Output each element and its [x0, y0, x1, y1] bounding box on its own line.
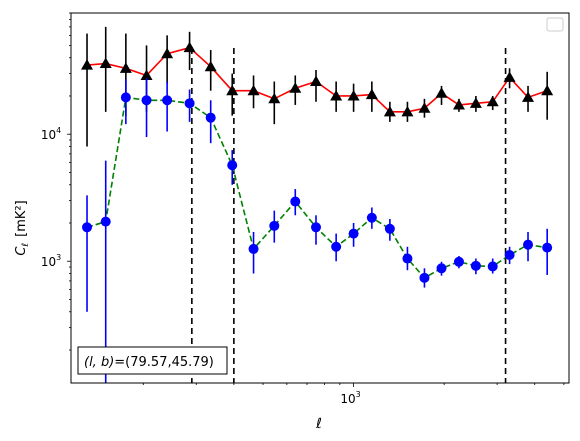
series-0-point-22: [503, 71, 516, 82]
series-0-point-7: [226, 84, 239, 96]
series-1-point-17: [419, 272, 430, 283]
series-1-point-3: [141, 95, 152, 106]
series-0-point-24: [541, 84, 554, 96]
series-0-point-4: [161, 47, 174, 59]
series-1-point-20: [470, 260, 481, 271]
series-1-point-18: [436, 263, 447, 274]
y-tick-label-0: 103: [41, 253, 61, 269]
y-tick-label-1-base: 10: [41, 128, 56, 142]
plot-area: [81, 26, 554, 383]
series-0-point-16: [401, 105, 414, 117]
series-0-point-10: [289, 82, 302, 93]
series-1-point-7: [227, 160, 238, 171]
x-axis-label: ℓ: [315, 416, 322, 432]
series-0-point-14: [365, 88, 378, 100]
y-axis-label-unit: [mK²]: [14, 200, 29, 237]
series-0-point-2: [119, 62, 132, 73]
series-1-point-4: [162, 95, 173, 106]
series-0-point-9: [268, 92, 281, 104]
series-0-point-8: [247, 84, 260, 96]
series-1-point-21: [487, 261, 498, 272]
series-1-point-8: [248, 243, 259, 254]
series-1-point-23: [523, 239, 534, 250]
series-1-point-6: [205, 112, 216, 123]
y-tick-label-0-base: 10: [41, 255, 56, 269]
series-1-point-22: [504, 249, 515, 260]
y-axis-label-main: C: [14, 246, 29, 256]
series-1-point-14: [366, 212, 377, 223]
y-axis-label-sub: ℓ: [21, 243, 31, 248]
series-1-point-0: [82, 222, 93, 233]
x-tick-label-0: 103: [340, 390, 360, 406]
series-1-point-19: [453, 256, 464, 267]
series-0-point-18: [435, 87, 448, 98]
series-0-point-0: [81, 59, 94, 70]
series-0-point-20: [469, 97, 482, 108]
series-1-line: [86, 96, 548, 279]
series-1-point-15: [384, 223, 395, 234]
series-0-point-19: [452, 98, 465, 110]
series-1-point-1: [100, 216, 111, 227]
series-1-point-2: [120, 92, 131, 103]
series-1-point-11: [311, 222, 322, 233]
series-0-point-17: [418, 102, 431, 113]
svg-text:(l, b)=(79.57,45.79): (l, b)=(79.57,45.79): [84, 355, 214, 370]
series-0-point-13: [347, 89, 360, 101]
series-1-point-13: [348, 228, 359, 239]
series-0-point-15: [383, 105, 396, 117]
annotation-var: (l, b): [84, 355, 114, 370]
series-1-point-5: [184, 98, 195, 109]
series-0-point-12: [330, 89, 343, 101]
series-0-point-6: [204, 60, 217, 72]
series-0-point-3: [140, 69, 153, 80]
series-0-point-1: [99, 57, 112, 69]
axes-frame: [70, 12, 570, 384]
y-tick-label-1-exp: 4: [56, 126, 61, 135]
series-0-point-21: [486, 95, 499, 107]
y-tick-label-1: 104: [41, 126, 61, 142]
legend-box: [546, 17, 564, 32]
coordinate-annotation: (l, b)=(79.57,45.79): [77, 346, 228, 375]
series-1-point-12: [331, 241, 342, 252]
y-tick-label-0-exp: 3: [56, 253, 61, 262]
series-0-point-11: [310, 75, 323, 86]
x-tick-label-0-base: 10: [340, 392, 355, 406]
series-1-point-9: [269, 220, 280, 231]
y-axis-label: Cℓ [mK²]: [14, 200, 31, 255]
series-0-point-5: [183, 41, 196, 53]
series-1-point-24: [542, 242, 553, 253]
series-0-point-23: [522, 91, 535, 102]
x-tick-label-0-exp: 3: [356, 390, 361, 399]
series-1-point-16: [402, 253, 413, 264]
annotation-value: =(79.57,45.79): [114, 355, 214, 370]
series-1-point-10: [290, 196, 301, 207]
